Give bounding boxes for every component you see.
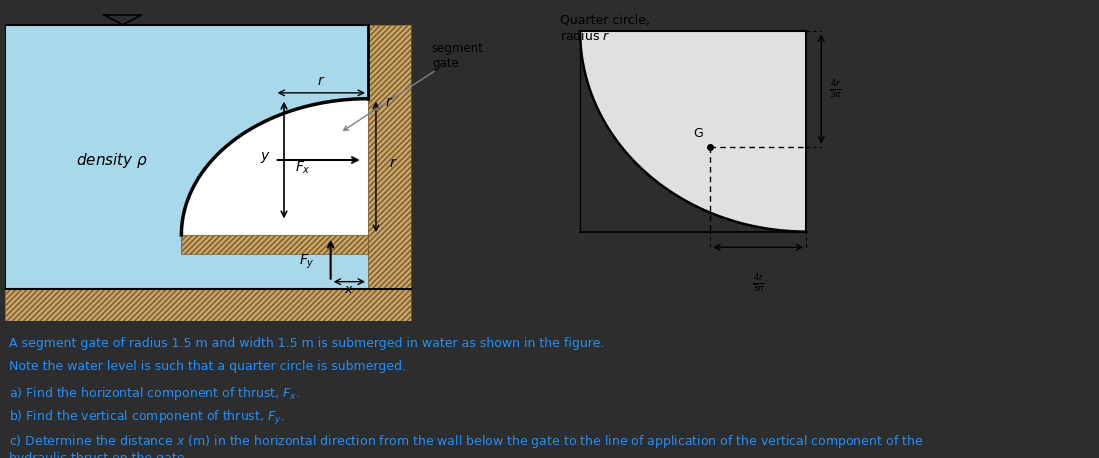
Text: Quarter circle,
radius $r$: Quarter circle, radius $r$	[560, 14, 650, 43]
Text: $y$: $y$	[260, 150, 270, 165]
Text: $F_y$: $F_y$	[299, 252, 314, 271]
Text: $\frac{4r}{3\pi}$: $\frac{4r}{3\pi}$	[752, 272, 765, 294]
Text: $F_x$: $F_x$	[295, 160, 311, 176]
Text: c) Determine the distance $x$ (m) in the horizontal direction from the wall belo: c) Determine the distance $x$ (m) in the…	[9, 433, 923, 458]
Text: $r$: $r$	[385, 95, 393, 109]
Polygon shape	[580, 32, 807, 232]
Text: G: G	[693, 127, 702, 140]
Text: $r$: $r$	[318, 74, 325, 88]
Polygon shape	[368, 25, 411, 321]
Text: $x$: $x$	[344, 284, 354, 296]
Text: $r$: $r$	[389, 156, 398, 170]
Polygon shape	[181, 99, 368, 235]
Text: Note the water level is such that a quarter circle is submerged.: Note the water level is such that a quar…	[9, 360, 406, 372]
Text: a) Find the horizontal component of thrust, $F_x$.: a) Find the horizontal component of thru…	[9, 385, 300, 402]
Text: A segment gate of radius 1.5 m and width 1.5 m is submerged in water as shown in: A segment gate of radius 1.5 m and width…	[9, 337, 604, 349]
Polygon shape	[5, 25, 368, 289]
Text: $\frac{4r}{3\pi}$: $\frac{4r}{3\pi}$	[829, 78, 842, 100]
Text: segment
gate: segment gate	[344, 42, 484, 131]
Polygon shape	[5, 25, 368, 289]
Text: b) Find the vertical component of thrust, $F_y$.: b) Find the vertical component of thrust…	[9, 409, 285, 426]
Polygon shape	[5, 289, 411, 321]
Polygon shape	[181, 235, 368, 255]
Text: density $\rho$: density $\rho$	[76, 151, 148, 170]
